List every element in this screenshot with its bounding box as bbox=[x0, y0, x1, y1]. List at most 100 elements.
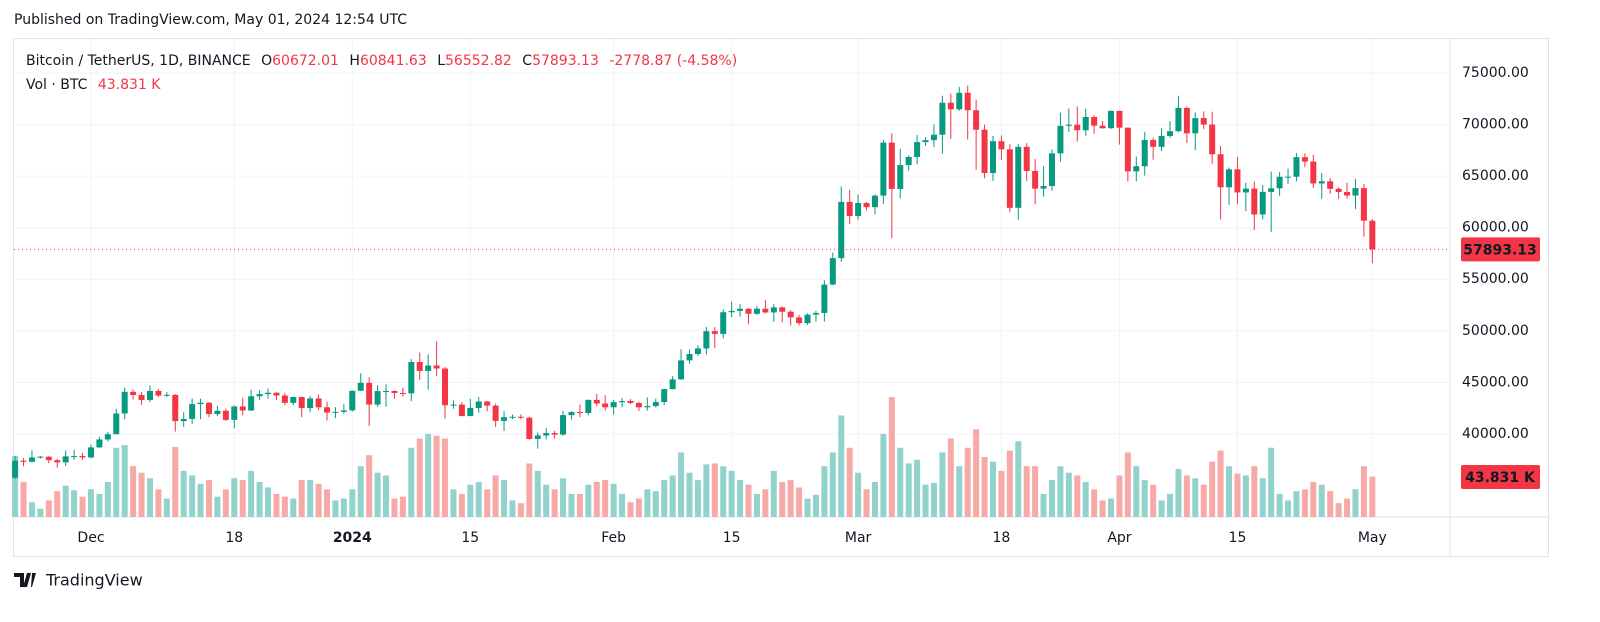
volume-bar bbox=[753, 493, 760, 517]
volume-bar bbox=[121, 445, 128, 517]
volume-bar bbox=[239, 480, 246, 517]
volume-bar bbox=[475, 481, 482, 517]
candle-body bbox=[172, 394, 179, 422]
volume-title: Vol · BTC bbox=[26, 77, 88, 93]
candle-body bbox=[762, 308, 769, 313]
volume-bar bbox=[1318, 484, 1325, 517]
candle-body bbox=[104, 434, 111, 440]
candle-body bbox=[231, 406, 238, 420]
candle-body bbox=[1293, 157, 1300, 177]
volume-bar bbox=[914, 459, 921, 517]
volume-bar bbox=[1310, 481, 1317, 517]
y-tick-label: 65000.00 bbox=[1462, 168, 1529, 184]
candle-body bbox=[416, 362, 423, 371]
volume-bar bbox=[256, 481, 263, 517]
volume-bar bbox=[96, 493, 103, 517]
y-tick-label: 60000.00 bbox=[1462, 220, 1529, 236]
close-value: 57893.13 bbox=[532, 53, 599, 69]
volume-bar bbox=[770, 470, 777, 517]
volume-bar bbox=[694, 480, 701, 517]
y-tick-label: 40000.00 bbox=[1462, 426, 1529, 442]
candle-body bbox=[1226, 169, 1233, 188]
candle-body bbox=[273, 392, 280, 396]
volume-bar bbox=[779, 481, 786, 517]
volume-bar bbox=[383, 475, 390, 517]
volume-bar bbox=[1301, 489, 1308, 517]
candle-body bbox=[1335, 188, 1342, 193]
volume-bar bbox=[1352, 489, 1359, 517]
last-volume-label: 43.831 K bbox=[1465, 470, 1536, 486]
candle-body bbox=[239, 406, 246, 411]
last-price-label: 57893.13 bbox=[1463, 242, 1537, 258]
candle-body bbox=[1167, 131, 1174, 136]
volume-bar bbox=[1293, 491, 1300, 517]
candle-body bbox=[796, 317, 803, 324]
volume-bar bbox=[1276, 493, 1283, 517]
volume-bar bbox=[298, 480, 305, 517]
high-key: H bbox=[349, 53, 360, 69]
volume-bar bbox=[1360, 466, 1367, 517]
volume-bar bbox=[71, 490, 78, 517]
volume-bar bbox=[1183, 475, 1190, 517]
volume-bar bbox=[517, 503, 524, 517]
candle-body bbox=[1327, 181, 1334, 189]
candle-body bbox=[770, 307, 777, 313]
x-tick-label: 18 bbox=[225, 530, 243, 546]
volume-bar bbox=[745, 484, 752, 517]
candle-body bbox=[753, 308, 760, 314]
volume-bar bbox=[686, 472, 693, 517]
open-key: O bbox=[261, 53, 272, 69]
candle-body bbox=[1124, 127, 1131, 172]
candle-body bbox=[956, 92, 963, 110]
volume-bar bbox=[1116, 475, 1123, 517]
candle-body bbox=[1192, 118, 1199, 134]
low-key: L bbox=[437, 53, 445, 69]
volume-bar bbox=[669, 475, 676, 517]
candle-body bbox=[627, 401, 634, 403]
candle-body bbox=[28, 457, 35, 462]
volume-bar bbox=[973, 429, 980, 517]
volume-bar bbox=[888, 397, 895, 517]
volume-bar bbox=[1082, 481, 1089, 517]
volume-bar bbox=[922, 484, 929, 517]
volume-bar bbox=[576, 493, 583, 517]
candle-body bbox=[146, 390, 153, 400]
volume-bar bbox=[905, 463, 912, 517]
volume-bar bbox=[787, 480, 794, 517]
volume-bar bbox=[981, 457, 988, 517]
candle-body bbox=[509, 416, 516, 418]
volume-bar bbox=[1124, 452, 1131, 517]
candle-body bbox=[121, 391, 128, 414]
volume-bar bbox=[1175, 469, 1182, 517]
volume-bar bbox=[1091, 489, 1098, 517]
volume-bar bbox=[762, 489, 769, 517]
candle-body bbox=[113, 413, 120, 435]
candle-body bbox=[703, 331, 710, 349]
volume-bar bbox=[1192, 478, 1199, 517]
candle-body bbox=[1360, 188, 1367, 221]
candle-body bbox=[652, 402, 659, 407]
volume-bar bbox=[28, 502, 35, 517]
candle-body bbox=[1234, 169, 1241, 193]
candle-body bbox=[619, 401, 626, 403]
x-tick-label: May bbox=[1358, 530, 1387, 546]
volume-bar bbox=[812, 494, 819, 517]
candle-body bbox=[1065, 124, 1072, 126]
volume-bar bbox=[442, 438, 449, 517]
candle-body bbox=[1158, 135, 1165, 147]
volume-bar bbox=[560, 478, 567, 517]
low-value: 56552.82 bbox=[445, 53, 512, 69]
candle-body bbox=[467, 408, 474, 417]
candle-body bbox=[408, 362, 415, 394]
volume-bar bbox=[332, 500, 339, 517]
volume-bar bbox=[104, 481, 111, 517]
candle-body bbox=[37, 456, 44, 458]
candle-body bbox=[821, 284, 828, 313]
candle-body bbox=[989, 141, 996, 174]
volume-bar bbox=[956, 466, 963, 517]
candle-body bbox=[163, 394, 170, 396]
volume-bar bbox=[821, 466, 828, 517]
volume-bar bbox=[998, 470, 1005, 517]
volume-bar bbox=[374, 472, 381, 517]
